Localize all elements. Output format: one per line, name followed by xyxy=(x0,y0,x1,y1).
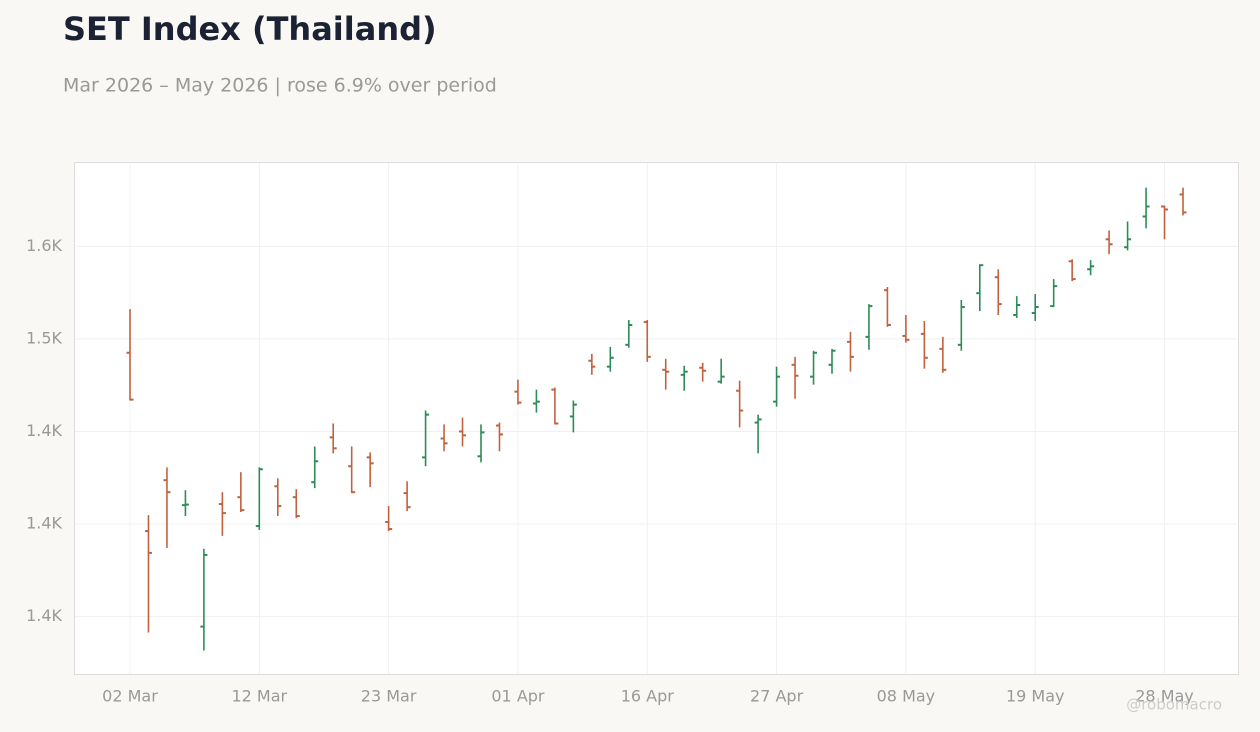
chart-subtitle: Mar 2026 – May 2026 | rose 6.9% over per… xyxy=(63,75,497,97)
x-tick-label: 08 May xyxy=(877,687,936,706)
x-tick-label: 19 May xyxy=(1006,687,1065,706)
y-tick-label: 1.4K xyxy=(26,421,62,440)
x-tick-label: 28 May xyxy=(1135,687,1194,706)
watermark: @robomacro xyxy=(1126,696,1222,714)
y-tick-label: 1.4K xyxy=(26,514,62,533)
x-tick-label: 02 Mar xyxy=(102,687,158,706)
y-tick-label: 1.6K xyxy=(26,236,62,255)
y-tick-label: 1.4K xyxy=(26,606,62,625)
y-tick-label: 1.5K xyxy=(26,328,62,347)
chart-title: SET Index (Thailand) xyxy=(63,10,437,48)
x-tick-label: 12 Mar xyxy=(231,687,287,706)
x-tick-label: 23 Mar xyxy=(361,687,417,706)
plot-area xyxy=(74,162,1239,675)
x-tick-label: 16 Apr xyxy=(621,687,675,706)
x-tick-label: 27 Apr xyxy=(750,687,804,706)
x-tick-label: 01 Apr xyxy=(491,687,545,706)
